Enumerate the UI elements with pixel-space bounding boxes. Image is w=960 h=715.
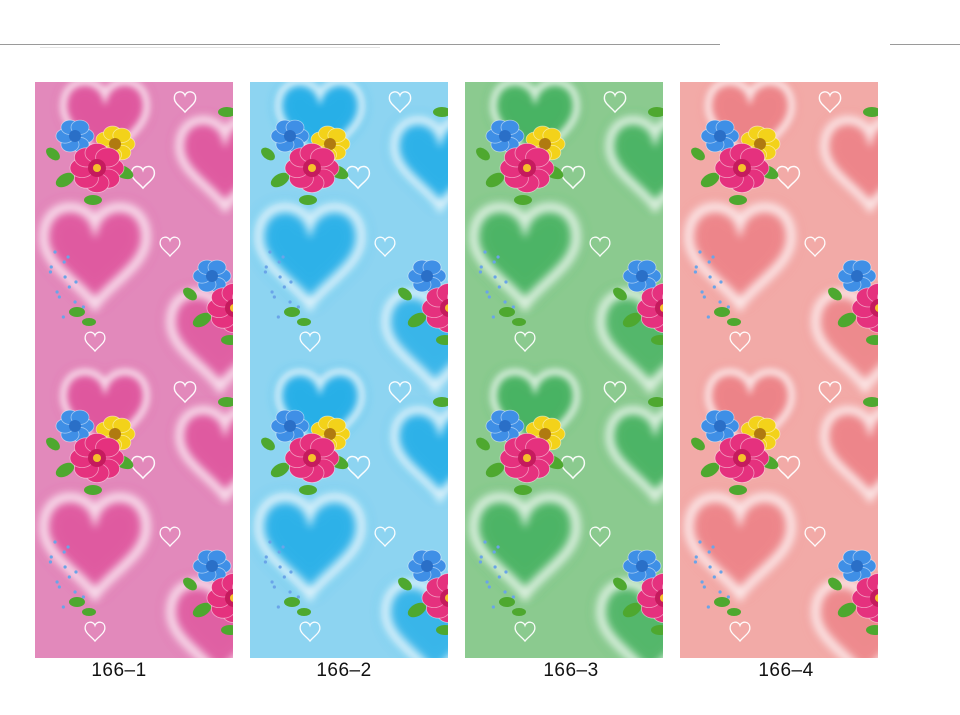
flower-bouquet [828, 549, 878, 635]
flower-bouquet [46, 119, 136, 205]
top-rule [0, 44, 720, 45]
flower-bouquet [398, 259, 448, 345]
flower-bouquet [398, 549, 448, 635]
swatch-label-1: 166–1 [91, 660, 147, 681]
swatch-panel-3[interactable] [465, 82, 663, 658]
swatch-panel-1[interactable] [35, 82, 233, 658]
flower-bouquet [613, 259, 663, 345]
swatch-label-4: 166–4 [758, 660, 814, 681]
flower-bouquet [613, 549, 663, 635]
swatch-pattern [465, 82, 663, 658]
top-rule-right [890, 44, 960, 45]
flower-bouquet [476, 409, 566, 495]
swatch-pattern [35, 82, 233, 658]
faint-rule [40, 47, 380, 48]
flower-bouquet [691, 119, 781, 205]
flower-bouquet [183, 259, 233, 345]
flower-bouquet [476, 119, 566, 205]
flower-bouquet [828, 259, 878, 345]
swatch-pattern [680, 82, 878, 658]
swatch-panel-4[interactable] [680, 82, 878, 658]
flower-bouquet [261, 119, 351, 205]
flower-bouquet [261, 409, 351, 495]
swatch-pattern [250, 82, 448, 658]
flower-bouquet [183, 549, 233, 635]
swatch-label-3: 166–3 [543, 660, 599, 681]
swatch-panel-2[interactable] [250, 82, 448, 658]
flower-bouquet [691, 409, 781, 495]
swatch-label-2: 166–2 [316, 660, 372, 681]
flower-bouquet [46, 409, 136, 495]
